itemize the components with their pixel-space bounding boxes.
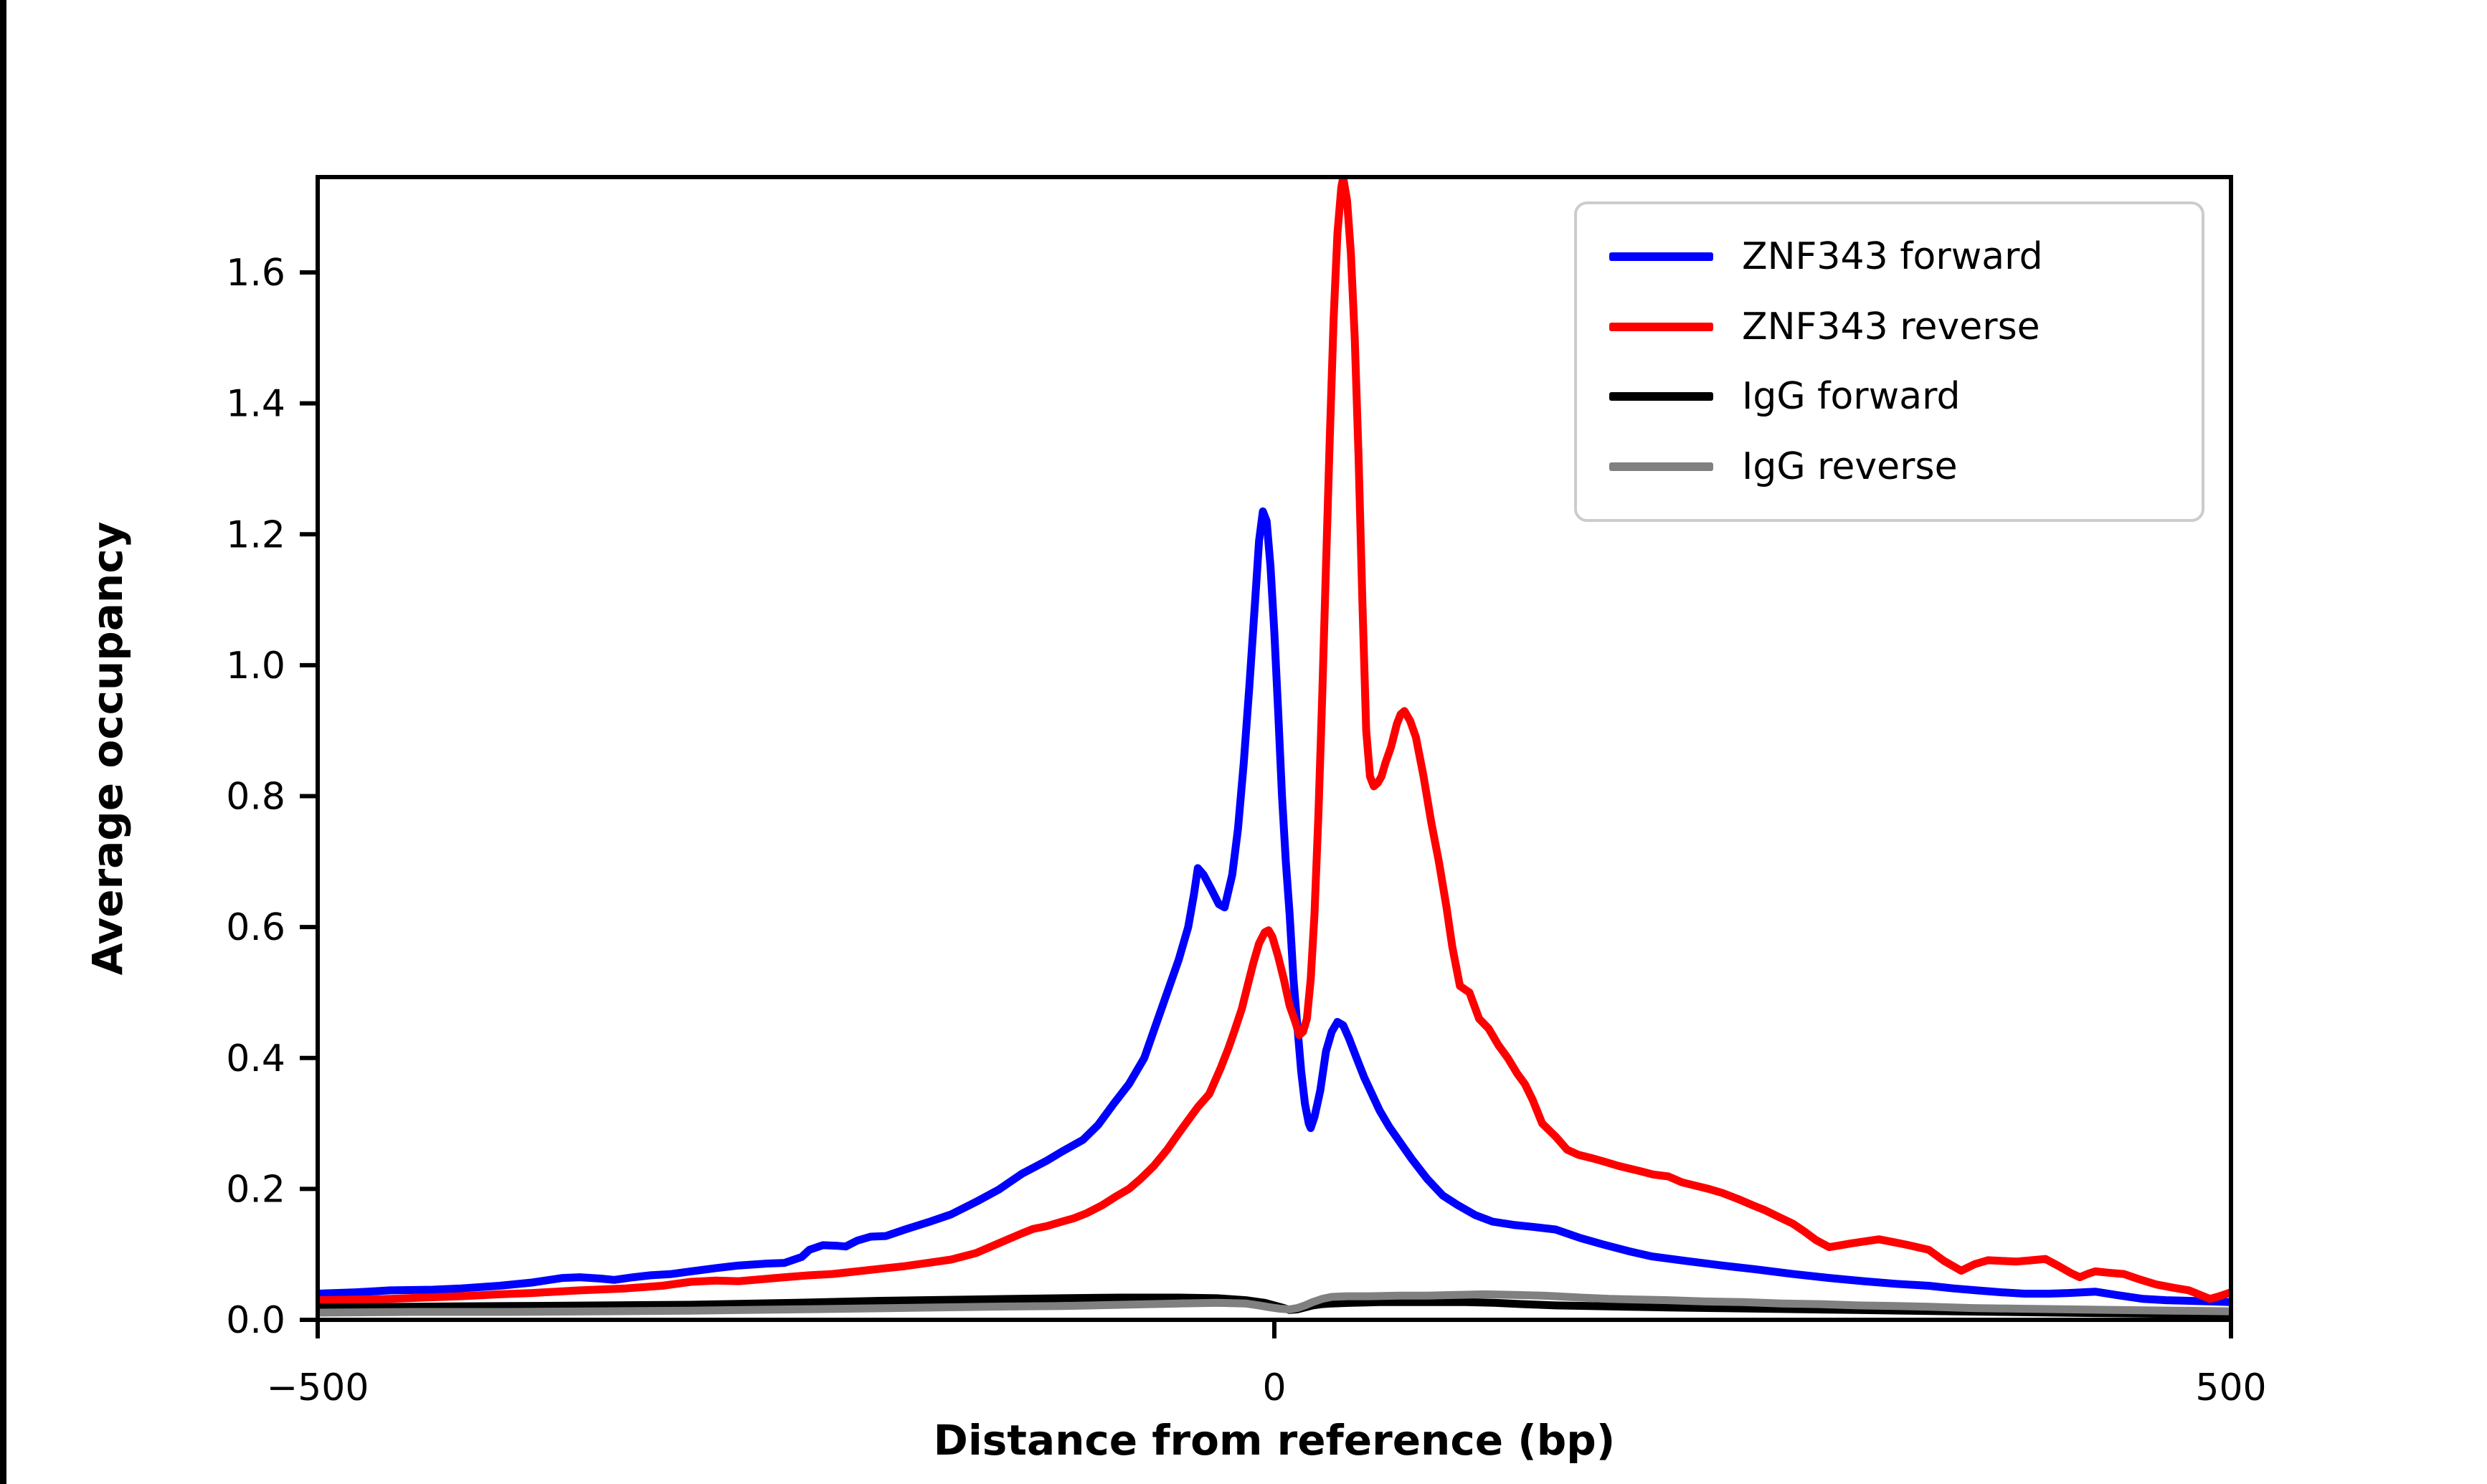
y-tick-label-6: 1.2 — [226, 513, 285, 556]
legend-row-3: IgG reverse — [1609, 445, 2202, 488]
y-tick-label-3: 0.6 — [226, 906, 285, 949]
x-tick-label-2: 500 — [2195, 1366, 2266, 1409]
legend-row-0: ZNF343 forward — [1609, 235, 2202, 278]
y-tick-label-1: 0.2 — [226, 1168, 285, 1211]
legend-line-sample-1 — [1609, 322, 1713, 331]
x-tick-label-0: −500 — [267, 1366, 369, 1409]
x-axis-label: Distance from reference (bp) — [933, 1416, 1616, 1465]
series-line-2 — [318, 1293, 2231, 1319]
series-line-3 — [318, 1290, 2231, 1317]
axis-ticks — [300, 270, 2233, 1338]
legend-label-1: ZNF343 reverse — [1742, 305, 2040, 348]
x-tick-label-1: 0 — [1262, 1366, 1286, 1409]
y-tick-label-0: 0.0 — [226, 1299, 285, 1342]
y-tick-label-7: 1.4 — [226, 383, 285, 426]
legend: ZNF343 forward ZNF343 reverse IgG forward I… — [1574, 201, 2204, 522]
legend-row-1: ZNF343 reverse — [1609, 305, 2202, 348]
y-tick-label-8: 1.6 — [226, 252, 285, 295]
series-line-0 — [318, 507, 2231, 1306]
tick-labels: 0.0 0.2 0.4 0.6 0.8 1.0 1.2 1.4 1.6 −500 0 500 — [226, 252, 2266, 1409]
legend-label-0: ZNF343 forward — [1742, 235, 2043, 279]
series-line-1 — [318, 177, 2231, 1305]
y-tick-label-4: 0.8 — [226, 776, 285, 819]
y-axis-label: Average occupancy — [83, 521, 132, 976]
y-tick-label-2: 0.4 — [226, 1037, 285, 1080]
legend-line-sample-2 — [1609, 392, 1713, 401]
legend-line-sample-3 — [1609, 462, 1713, 471]
legend-row-2: IgG forward — [1609, 375, 2202, 418]
series-lines — [318, 177, 2231, 1319]
y-tick-label-5: 1.0 — [226, 645, 285, 688]
legend-label-2: IgG forward — [1742, 375, 1961, 419]
legend-label-3: IgG reverse — [1742, 444, 1958, 488]
legend-line-sample-0 — [1609, 252, 1713, 262]
screenshot-left-border — [0, 0, 6, 1484]
